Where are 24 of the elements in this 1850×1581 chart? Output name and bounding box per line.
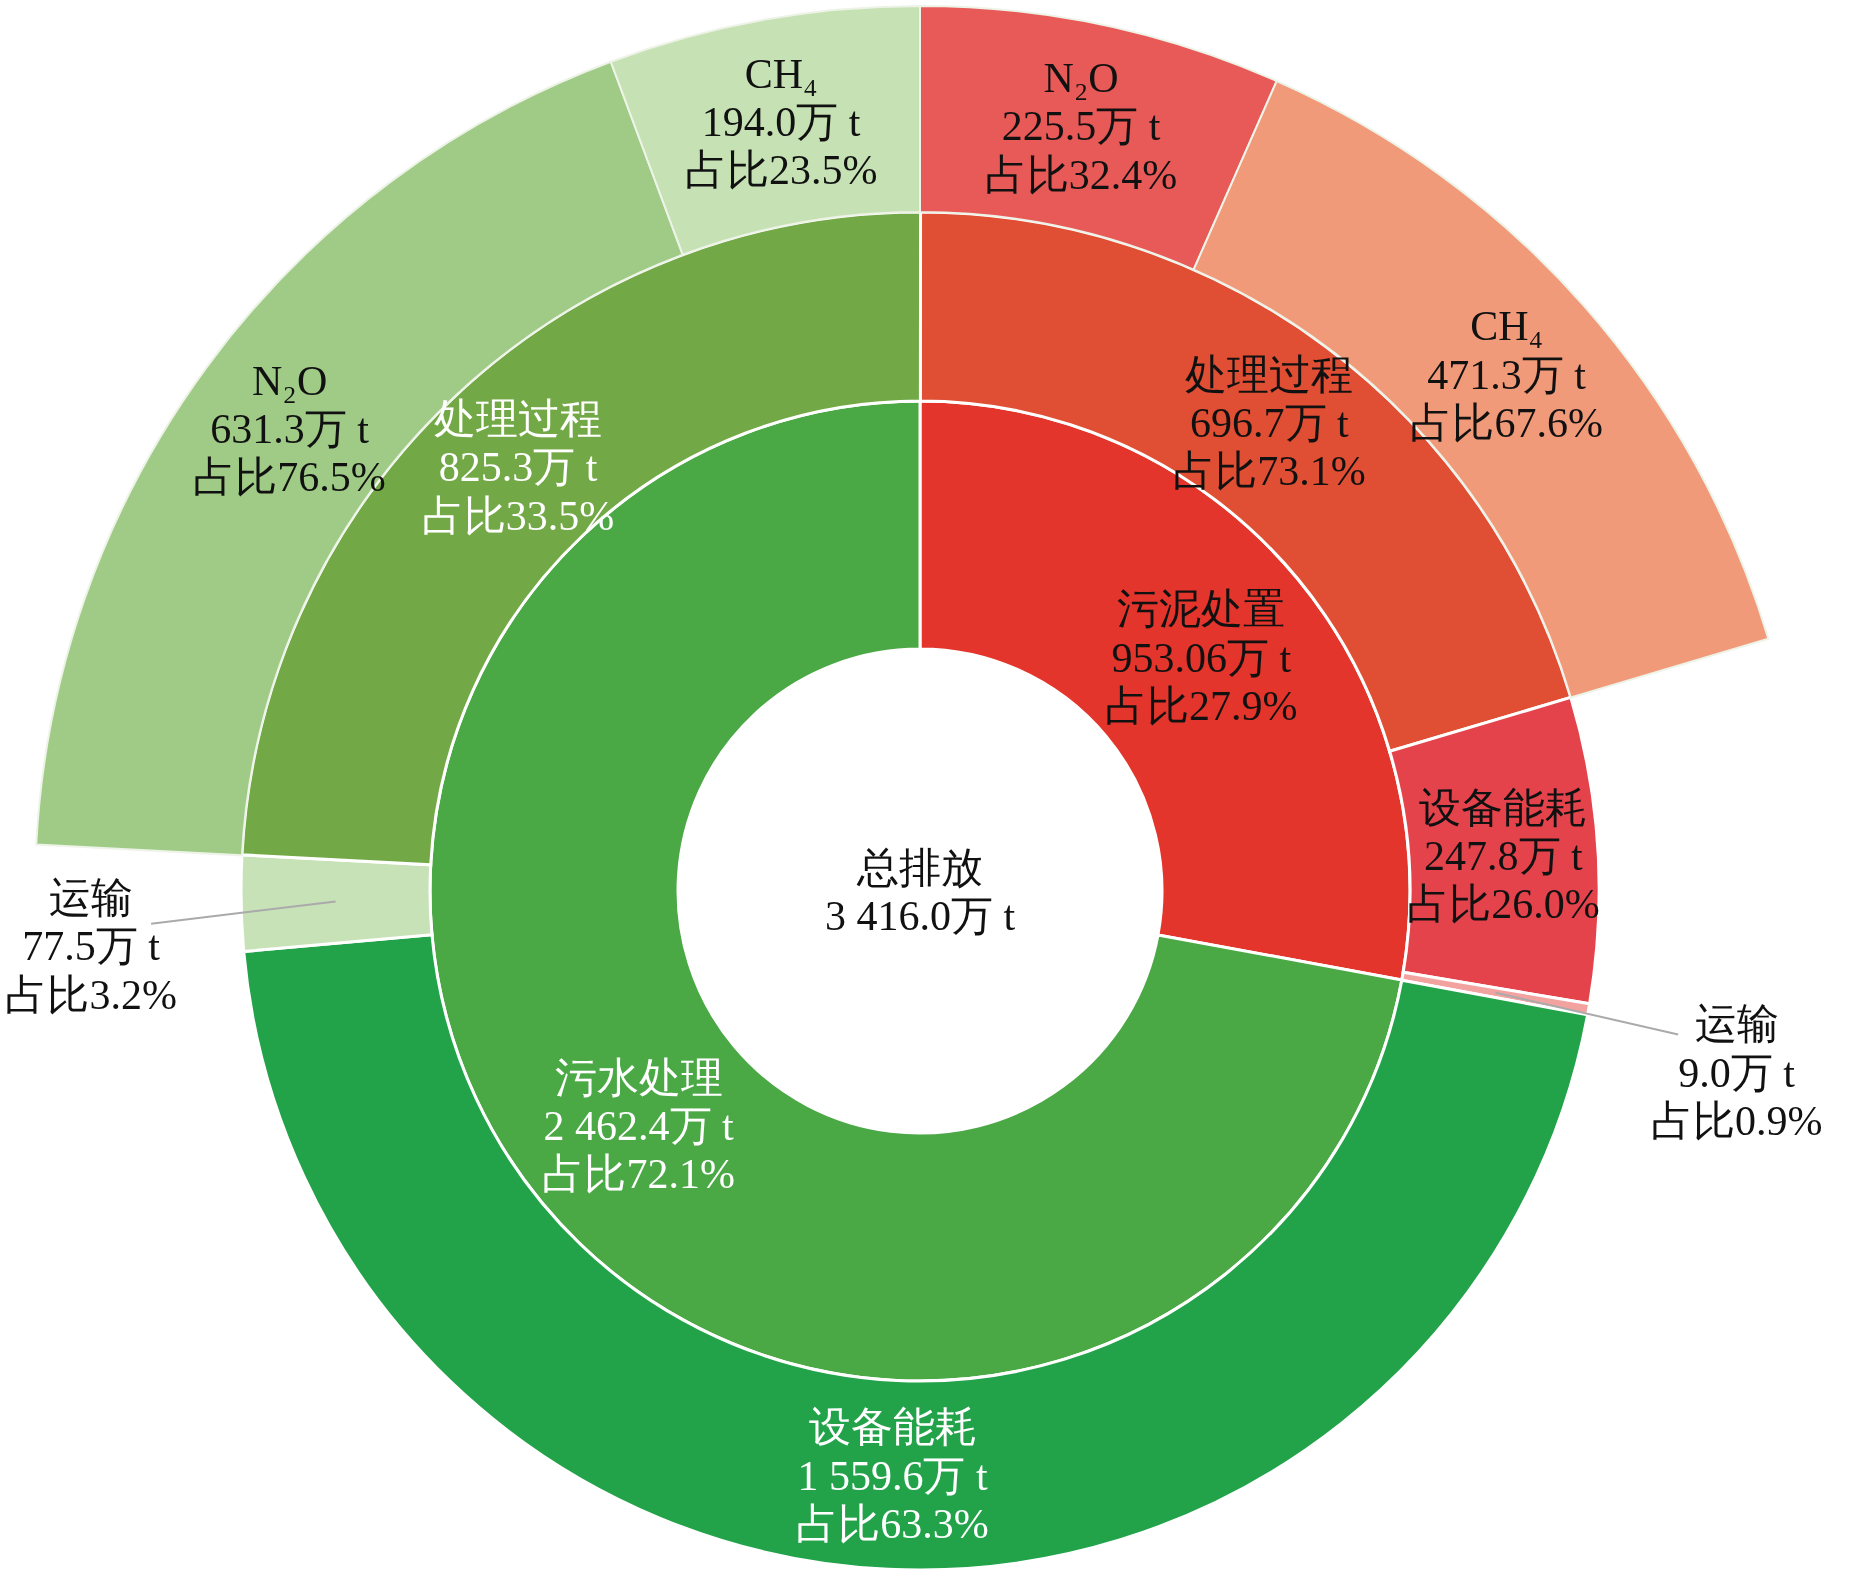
data-label: 2 462.4万 t 占比72.1%	[542, 1102, 735, 1198]
data-label: 194.0万 t 占比23.5%	[684, 99, 878, 194]
slice-label: 污泥处置	[1117, 586, 1286, 633]
data-label: 1 559.6万 t 占比63.3%	[796, 1452, 989, 1547]
slice-label: 设备能耗	[1419, 784, 1588, 831]
category-label: N₂O	[251, 357, 328, 404]
slice-label: 运输	[1694, 1001, 1779, 1048]
category-label: N₂O	[1043, 55, 1119, 102]
data-label: 953.06万 t 占比27.9%	[1105, 634, 1298, 729]
slice-label: 处理过程	[434, 396, 603, 443]
slice-label: 污水处理	[554, 1054, 723, 1101]
text: 总排放	[856, 844, 983, 891]
category-label: CH₄	[744, 50, 818, 97]
slice-label: 运输	[49, 874, 134, 921]
data-label: 696.7万 t 占比73.1%	[1173, 400, 1366, 495]
data-label: 225.5万 t 占比32.4%	[984, 103, 1178, 198]
data-label: 471.3万 t 占比67.6%	[1410, 351, 1603, 446]
category-label: CH₄	[1470, 303, 1544, 350]
data-label: 631.3万 t 占比76.5%	[193, 405, 386, 501]
slice-label: 处理过程	[1185, 351, 1354, 398]
text: 3 416.0万 t	[824, 892, 1016, 939]
slice-label: 设备能耗	[808, 1404, 977, 1451]
data-label: 77.5万 t 占比3.2%	[5, 923, 177, 1018]
data-label: 9.0万 t 占比0.9%	[1650, 1049, 1823, 1144]
